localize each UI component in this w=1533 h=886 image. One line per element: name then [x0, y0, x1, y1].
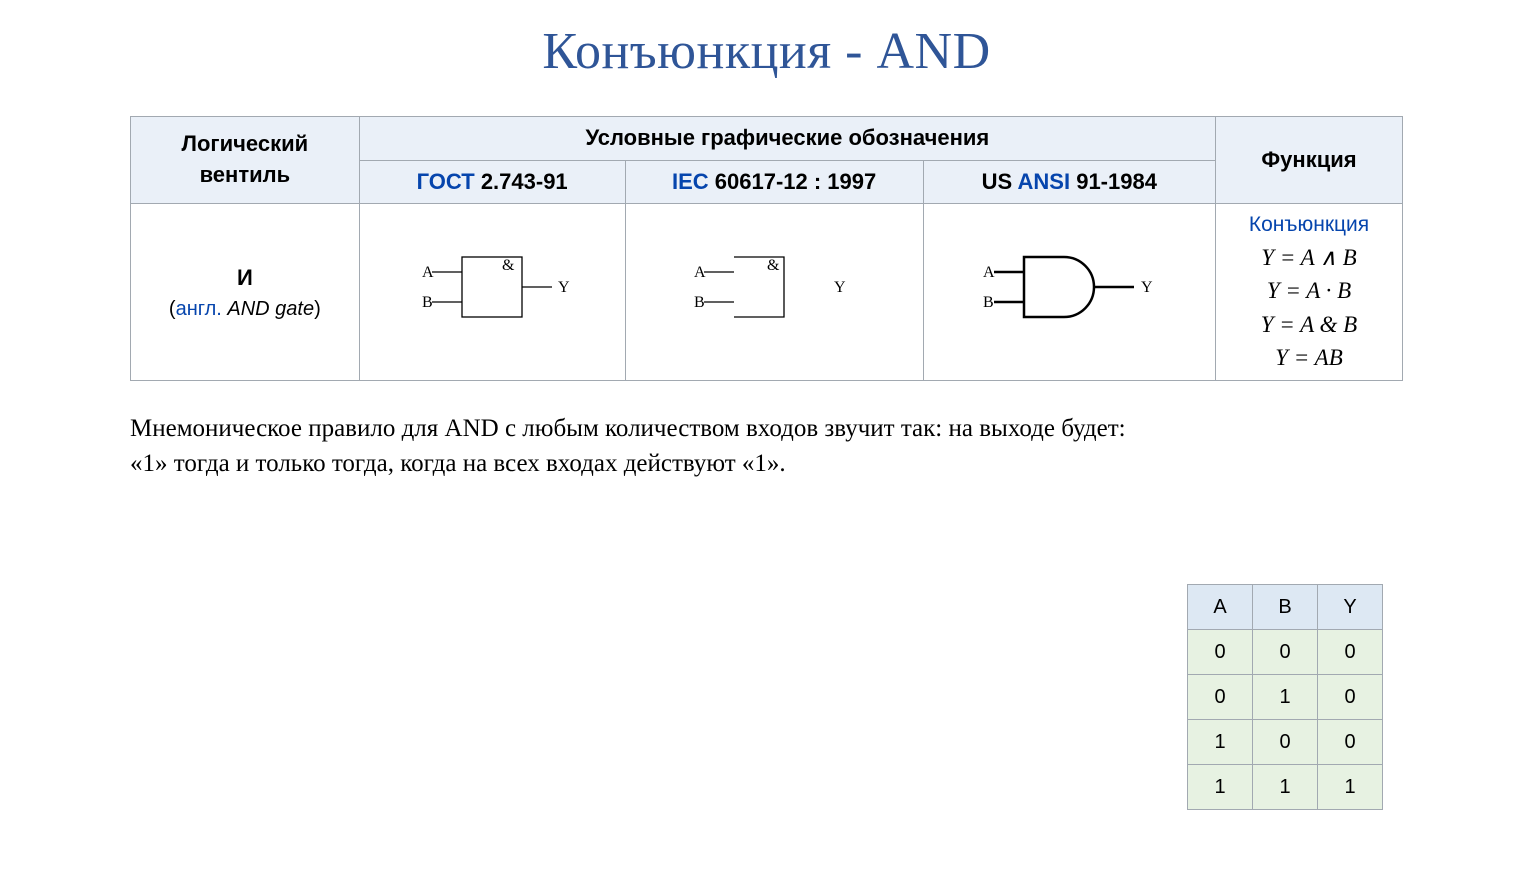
cell-gate: И (англ. AND gate)	[131, 204, 360, 381]
tt-cell: 1	[1253, 765, 1318, 810]
truth-table: A B Y 0 0 0 0 1 0 1 0 0 1 1	[1187, 584, 1383, 810]
truth-table-body: 0 0 0 0 1 0 1 0 0 1 1 1	[1188, 630, 1383, 810]
label-b: B	[422, 294, 433, 311]
th-gost: ГОСТ 2.743-91	[359, 160, 625, 204]
tt-cell: 0	[1318, 720, 1383, 765]
gost-link[interactable]: ГОСТ	[417, 169, 475, 194]
label-y: Y	[834, 279, 846, 296]
th-gate-line2: вентиль	[200, 162, 291, 187]
lang-link[interactable]: англ.	[176, 298, 222, 320]
label-y: Y	[1141, 279, 1153, 296]
th-ansi: US ANSI 91-1984	[923, 160, 1215, 204]
tt-cell: 1	[1318, 765, 1383, 810]
tt-cell: 0	[1318, 675, 1383, 720]
label-amp: &	[767, 257, 780, 274]
rule-line1: Мнемоническое правило для AND с любым ко…	[130, 415, 1126, 442]
slide: Конъюнкция - AND Логический вентиль Усло…	[0, 22, 1533, 886]
page-title: Конъюнкция - AND	[0, 22, 1533, 81]
ansi-rest: 91-1984	[1070, 169, 1157, 194]
tt-row: 1 0 0	[1188, 720, 1383, 765]
tt-row: 0 0 0	[1188, 630, 1383, 675]
cell-ansi-diagram: A B Y	[923, 204, 1215, 381]
iec-rest: 60617-12 : 1997	[709, 169, 877, 194]
tt-cell: 0	[1318, 630, 1383, 675]
label-a: A	[983, 264, 995, 281]
tt-cell: 0	[1253, 630, 1318, 675]
tt-cell: 1	[1188, 720, 1253, 765]
tt-row: 1 1 1	[1188, 765, 1383, 810]
tt-cell: 0	[1188, 630, 1253, 675]
label-b: B	[694, 294, 705, 311]
tt-cell: 0	[1253, 720, 1318, 765]
tt-row: 0 1 0	[1188, 675, 1383, 720]
th-symbols: Условные графические обозначения	[359, 116, 1215, 160]
label-amp: &	[502, 257, 515, 274]
tt-col-y: Y	[1318, 585, 1383, 630]
formula-2: Y = A · B	[1267, 278, 1351, 303]
paren-close: )	[314, 298, 321, 320]
mnemonic-rule: Мнемоническое правило для AND с любым ко…	[130, 411, 1230, 481]
main-table: Логический вентиль Условные графические …	[130, 116, 1403, 381]
th-gate: Логический вентиль	[131, 116, 360, 204]
tt-col-b: B	[1253, 585, 1318, 630]
gost-rest: 2.743-91	[475, 169, 568, 194]
th-function: Функция	[1216, 116, 1403, 204]
cell-gost-diagram: A B Y &	[359, 204, 625, 381]
label-b: B	[983, 294, 994, 311]
label-y: Y	[558, 279, 570, 296]
iec-link[interactable]: IEC	[672, 169, 709, 194]
ansi-link[interactable]: ANSI	[1018, 169, 1071, 194]
formula-1: Y = A ∧ B	[1261, 245, 1356, 270]
ansi-prefix: US	[982, 169, 1018, 194]
cell-function: Конъюнкция Y = A ∧ B Y = A · B Y = A & B…	[1216, 204, 1403, 381]
table-row: И (англ. AND gate) A B Y &	[131, 204, 1403, 381]
iec-gate-icon: A B Y &	[674, 237, 874, 347]
gate-eng: AND gate	[222, 298, 314, 320]
tt-cell: 0	[1188, 675, 1253, 720]
formula-4: Y = AB	[1275, 345, 1343, 370]
gost-gate-icon: A B Y &	[402, 237, 582, 347]
th-iec: IEC 60617-12 : 1997	[625, 160, 923, 204]
cell-iec-diagram: A B Y &	[625, 204, 923, 381]
rule-line2: «1» тогда и только тогда, когда на всех …	[130, 450, 786, 477]
gate-sub: (англ. AND gate)	[169, 298, 321, 320]
label-a: A	[694, 264, 706, 281]
tt-cell: 1	[1253, 675, 1318, 720]
gate-letter: И	[237, 265, 253, 290]
formula-3: Y = A & B	[1261, 312, 1357, 337]
function-title[interactable]: Конъюнкция	[1249, 213, 1369, 236]
label-a: A	[422, 264, 434, 281]
th-gate-line1: Логический	[182, 131, 309, 156]
ansi-gate-icon: A B Y	[969, 237, 1169, 347]
tt-col-a: A	[1188, 585, 1253, 630]
tt-cell: 1	[1188, 765, 1253, 810]
paren-open: (	[169, 298, 176, 320]
